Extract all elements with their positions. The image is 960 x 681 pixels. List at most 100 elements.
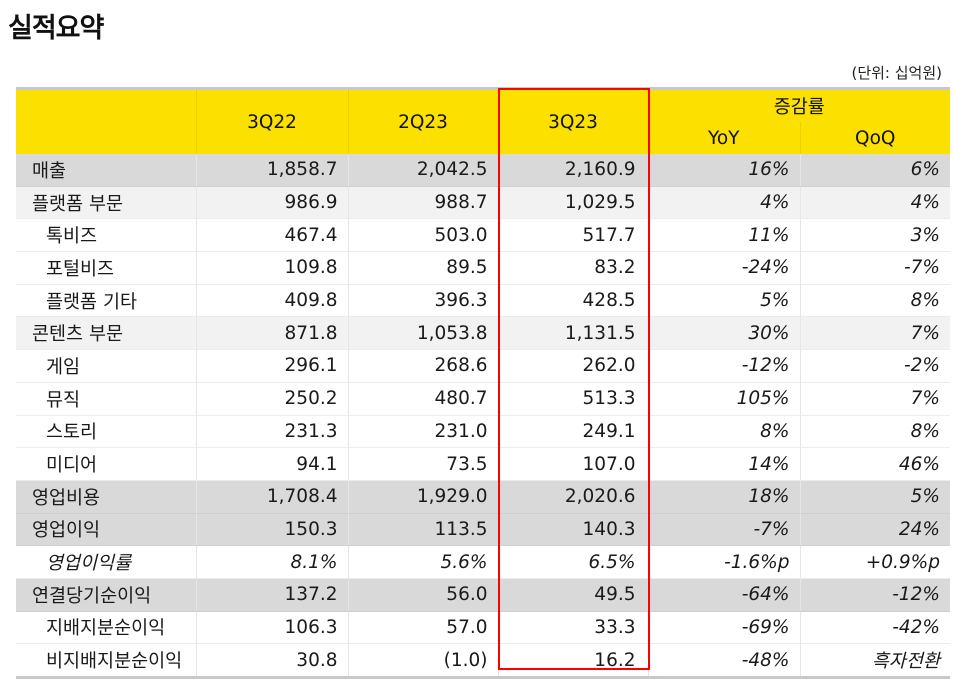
cell-qoq: 4% [799,186,950,220]
cell-3q22: 30.8 [195,643,348,678]
cell-3q23: 49.5 [497,578,648,612]
cell-yoy: 8% [647,415,800,449]
cell-yoy: 18% [647,480,800,514]
row-label: 콘텐츠 부문 [16,316,196,351]
cell-3q22: 250.2 [195,382,348,416]
cell-yoy: 30% [647,316,800,351]
cell-qoq: -42% [799,611,950,645]
cell-qoq: 7% [799,382,950,416]
cell-2q23: 503.0 [347,218,498,253]
cell-3q22: 109.8 [195,251,348,285]
header-yoy: YoY [648,122,800,154]
cell-3q22: 106.3 [195,611,348,645]
cell-3q23: 517.7 [497,218,648,253]
cell-2q23: 89.5 [347,251,498,285]
cell-2q23: 231.0 [347,415,498,449]
cell-2q23: 73.5 [347,447,498,481]
row-label: 게임 [16,349,196,383]
header-growth-rate: 증감률 [647,88,950,122]
unit-note: (단위: 십억원) [851,64,942,82]
cell-yoy: 11% [647,218,800,253]
cell-3q22: 8.1% [195,545,348,579]
cell-yoy: 14% [647,447,800,481]
table-row-content: 콘텐츠 부문 871.8 1,053.8 1,131.5 30% 7% [16,316,950,351]
cell-yoy: -48% [647,643,800,678]
row-label: 뮤직 [16,382,196,416]
cell-qoq: 46% [799,447,950,481]
table-row-controlling-interest: 지배지분순이익 106.3 57.0 33.3 -69% -42% [16,611,950,645]
table-row-story: 스토리 231.3 231.0 249.1 8% 8% [16,415,950,449]
cell-3q23: 428.5 [497,284,648,318]
table-row-music: 뮤직 250.2 480.7 513.3 105% 7% [16,382,950,416]
cell-2q23: 113.5 [347,513,498,547]
cell-3q22: 94.1 [195,447,348,481]
cell-3q23: 262.0 [497,349,648,383]
cell-yoy: -24% [647,251,800,285]
table-row-platform: 플랫폼 부문 986.9 988.7 1,029.5 4% 4% [16,186,950,220]
row-label: 연결당기순이익 [16,578,196,612]
table-row-operating-expenses: 영업비용 1,708.4 1,929.0 2,020.6 18% 5% [16,480,950,514]
table-row-noncontrolling-interest: 비지배지분순이익 30.8 (1.0) 16.2 -48% 흑자전환 [16,643,950,678]
header-3q22: 3Q22 [195,88,348,154]
cell-2q23: 988.7 [347,186,498,220]
cell-qoq: 8% [799,415,950,449]
cell-qoq: 흑자전환 [799,643,950,678]
cell-3q23: 249.1 [497,415,648,449]
table-row-talkbiz: 톡비즈 467.4 503.0 517.7 11% 3% [16,218,950,253]
row-label: 지배지분순이익 [16,611,196,645]
cell-qoq: 6% [799,154,950,187]
cell-2q23: 1,053.8 [347,316,498,351]
table-row-operating-margin: 영업이익률 8.1% 5.6% 6.5% -1.6%p +0.9%p [16,545,950,579]
cell-yoy: -64% [647,578,800,612]
cell-qoq: 3% [799,218,950,253]
cell-3q23: 1,131.5 [497,316,648,351]
table-row-game: 게임 296.1 268.6 262.0 -12% -2% [16,349,950,383]
cell-yoy: 105% [647,382,800,416]
cell-2q23: 480.7 [347,382,498,416]
cell-yoy: 5% [647,284,800,318]
cell-3q22: 986.9 [195,186,348,220]
earnings-summary-table: 3Q22 2Q23 3Q23 증감률 YoY QoQ 매출 1,858.7 2,… [16,87,950,679]
header-2q23: 2Q23 [347,88,498,154]
table-row-net-income: 연결당기순이익 137.2 56.0 49.5 -64% -12% [16,578,950,612]
row-label: 영업이익 [16,513,196,547]
cell-yoy: -12% [647,349,800,383]
row-label: 비지배지분순이익 [16,643,196,678]
cell-3q22: 871.8 [195,316,348,351]
cell-qoq: -2% [799,349,950,383]
cell-2q23: 5.6% [347,545,498,579]
header-3q23: 3Q23 [497,88,648,154]
table-row-media: 미디어 94.1 73.5 107.0 14% 46% [16,447,950,481]
cell-yoy: -1.6%p [647,545,800,579]
cell-2q23: 396.3 [347,284,498,318]
cell-3q22: 296.1 [195,349,348,383]
header-blank [16,88,196,154]
cell-qoq: -7% [799,251,950,285]
cell-3q23: 1,029.5 [497,186,648,220]
table-row-platform-other: 플랫폼 기타 409.8 396.3 428.5 5% 8% [16,284,950,318]
row-label: 플랫폼 부문 [16,186,196,220]
cell-3q23: 33.3 [497,611,648,645]
table-row-operating-profit: 영업이익 150.3 113.5 140.3 -7% 24% [16,513,950,547]
cell-yoy: -7% [647,513,800,547]
cell-3q22: 231.3 [195,415,348,449]
row-label: 톡비즈 [16,218,196,253]
row-label: 스토리 [16,415,196,449]
cell-3q23: 2,020.6 [497,480,648,514]
cell-2q23: 57.0 [347,611,498,645]
cell-qoq: 24% [799,513,950,547]
cell-3q22: 1,858.7 [195,154,348,187]
cell-2q23: 1,929.0 [347,480,498,514]
cell-3q23: 513.3 [497,382,648,416]
row-label: 매출 [16,154,196,187]
cell-2q23: (1.0) [347,643,498,678]
page-title: 실적요약 [8,13,104,44]
row-label: 미디어 [16,447,196,481]
cell-3q23: 140.3 [497,513,648,547]
cell-3q23: 83.2 [497,251,648,285]
cell-qoq: +0.9%p [799,545,950,579]
row-label: 영업비용 [16,480,196,514]
row-label: 플랫폼 기타 [16,284,196,318]
cell-qoq: 8% [799,284,950,318]
cell-yoy: 16% [647,154,800,187]
